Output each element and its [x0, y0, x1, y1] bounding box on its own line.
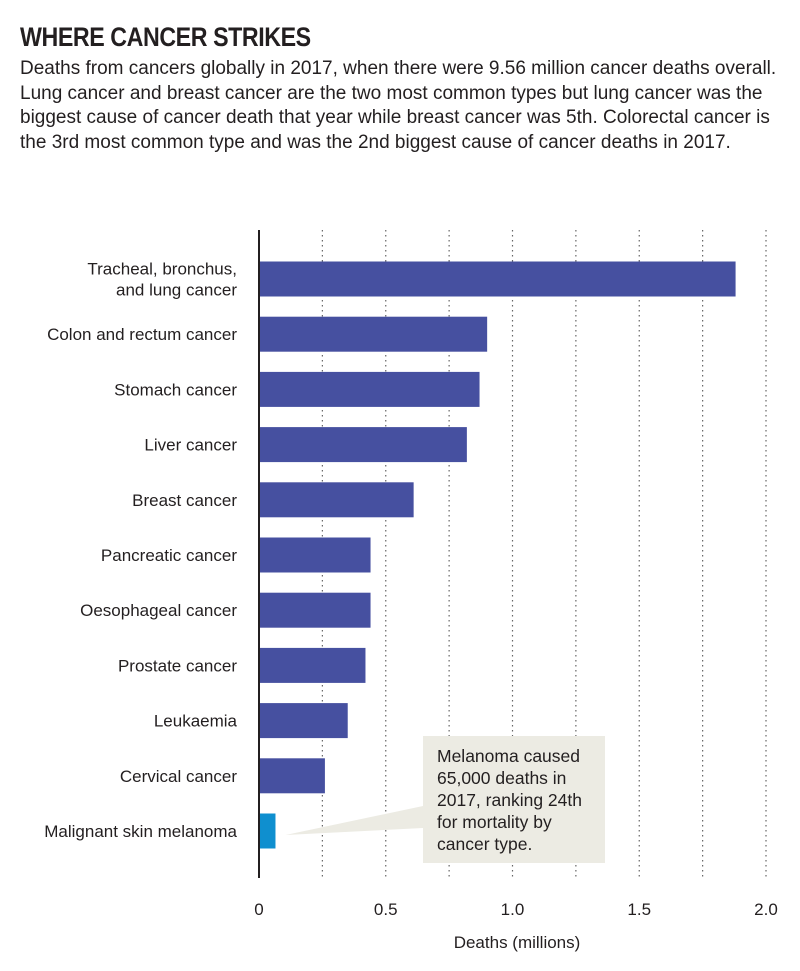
bar: [259, 813, 276, 849]
category-label: Breast cancer: [132, 491, 237, 510]
callout-text: 65,000 deaths in: [437, 768, 566, 788]
chart-title: WHERE CANCER STRIKES: [20, 22, 311, 52]
callout-text: Melanoma caused: [437, 746, 580, 766]
chart-subtitle: Deaths from cancers globally in 2017, wh…: [20, 58, 777, 153]
category-label: Prostate cancer: [118, 656, 237, 675]
x-tick-label: 0: [254, 900, 263, 919]
category-label: Colon and rectum cancer: [47, 325, 237, 344]
bar: [259, 592, 371, 628]
category-label: Malignant skin melanoma: [44, 822, 237, 841]
x-tick-label: 2.0: [754, 900, 778, 919]
bar: [259, 371, 480, 407]
category-label: Tracheal, bronchus,: [87, 260, 237, 279]
callout-box: [423, 736, 605, 863]
callout-text: for mortality by: [437, 812, 552, 832]
bar: [259, 647, 366, 683]
bar: [259, 703, 348, 739]
callout-pointer: [285, 806, 423, 835]
bar: [259, 427, 467, 463]
category-label: Oesophageal cancer: [80, 601, 237, 620]
x-tick-label: 1.0: [501, 900, 525, 919]
callout-text: cancer type.: [437, 834, 532, 854]
category-label: Leukaemia: [154, 712, 238, 731]
bar: [259, 482, 414, 518]
x-tick-label: 0.5: [374, 900, 398, 919]
category-label: Cervical cancer: [120, 767, 237, 786]
category-label: and lung cancer: [116, 281, 237, 300]
category-label: Pancreatic cancer: [101, 546, 237, 565]
category-label: Stomach cancer: [114, 380, 237, 399]
category-labels: Tracheal, bronchus, and lung cancer Colon …: [44, 260, 237, 842]
x-tick-label: 1.5: [627, 900, 651, 919]
x-axis-label: Deaths (millions): [454, 933, 581, 952]
bar: [259, 758, 325, 794]
bar: [259, 537, 371, 573]
bar: [259, 316, 488, 352]
bar: [259, 261, 736, 297]
bars: [259, 261, 736, 849]
callout-text: 2017, ranking 24th: [437, 790, 582, 810]
x-axis: 0 0.5 1.0 1.5 2.0 Deaths (millions): [254, 230, 778, 952]
category-label: Liver cancer: [144, 436, 237, 455]
